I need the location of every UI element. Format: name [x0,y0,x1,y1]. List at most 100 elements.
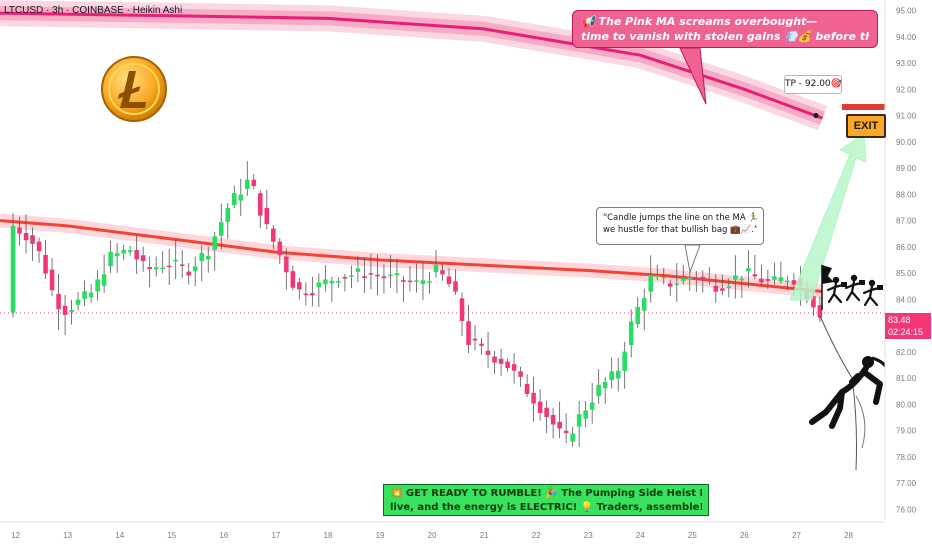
candle-body [336,281,341,283]
x-tick-label: 25 [688,531,697,540]
candle-body [733,275,738,280]
candle-body [550,415,556,425]
thief-three-bag [877,285,883,290]
candle-body [160,267,165,270]
y-tick-label: 81.00 [896,374,917,383]
candle-body [746,268,751,272]
climber-head [862,356,874,368]
thief-one-body [826,281,845,304]
candle-body [694,277,699,280]
candle-body [49,269,55,291]
candle-body [349,275,354,277]
time-axis[interactable]: 12 13 14 15 16 17 18 19 20 21 22 23 24 25 26 27 28 [11,531,853,540]
current-price-tag: 83.48 02:24:15 [885,313,931,339]
candle-body [140,255,146,262]
candle-body [453,281,458,292]
red-ma-line [0,219,823,293]
candle-body [622,351,627,372]
candle-body [258,193,263,216]
candle-body [492,356,497,363]
candle-body [446,276,452,284]
candle-body [205,255,211,260]
candle-body [524,383,530,394]
candle-body [485,350,491,355]
candle-body [505,361,510,368]
candle-body [772,276,777,280]
candle-body [290,271,296,288]
tp-marker [813,113,819,119]
candle-body [284,256,289,273]
x-tick-label: 19 [376,531,385,540]
x-tick-label: 20 [428,531,437,540]
candle-body [557,421,562,429]
candle-body [817,305,823,318]
arrow-layer [789,133,867,301]
heist-plan-banner: 💥 GET READY TO RUMBLE! 🎉 The Pumping Sid… [383,484,709,516]
candle-body [153,267,159,270]
x-tick-label: 27 [792,531,801,540]
litecoin-coin-icon [101,56,167,122]
candle-body [17,227,22,234]
candle-body [277,241,283,255]
thief-three-body [862,284,881,307]
candle-body [264,207,270,225]
candle-body [518,371,523,377]
candle-body [583,410,588,419]
candle-note-callout: “Candle jumps the line on the MA 🏃‍♂️💨 w… [596,207,764,245]
candle-body [368,273,374,275]
candles-layer [10,161,823,447]
y-tick-label: 89.00 [896,164,917,173]
y-tick-label: 92.00 [896,85,917,94]
candle-body [596,384,601,397]
candle-body [641,298,647,311]
candle-body [576,414,582,427]
candle-body [362,276,367,279]
y-tick-label: 86.00 [896,243,917,252]
candle-body [726,286,732,288]
candle-body [101,274,107,286]
candle-body [310,293,315,296]
candle-body [231,193,237,206]
candle-body [785,280,790,283]
x-tick-label: 24 [636,531,645,540]
candle-body [212,236,218,250]
candle-body [440,270,445,275]
current-price-value: 83.48 [888,315,911,325]
candle-note-line1: “Candle jumps the line on the MA 🏃‍♂️💨 [603,213,757,223]
candle-body [245,179,250,190]
candle-body [108,251,113,267]
candle-body [173,259,178,262]
note-pointer [684,244,701,274]
x-tick-label: 15 [167,531,176,540]
moving-average-layer [0,0,828,299]
y-tick-label: 84.00 [896,295,917,304]
candle-body [739,278,745,281]
y-tick-label: 93.00 [896,59,917,68]
candle-body [531,392,536,404]
bar-countdown: 02:24:15 [888,327,924,337]
candle-body [69,310,74,312]
exit-arrow [789,133,867,301]
candle-body [355,268,361,272]
x-tick-label: 16 [219,531,228,540]
exit-sign-top-bar [842,104,886,110]
candle-body [199,252,205,262]
candle-body [589,402,595,410]
candle-body [381,276,387,279]
candle-body [648,275,654,292]
candle-note-line2: we hustle for that bullish bag 💼📈.” [603,225,757,235]
candle-body [720,288,725,291]
candle-body [121,249,126,254]
pink-ma-line [0,11,824,120]
take-profit-label: TP - 92.00🎯 [784,75,842,94]
candle-body [674,283,680,286]
x-tick-label: 28 [844,531,853,540]
candle-body [323,279,328,285]
price-axis-bg [885,0,932,520]
climber-body [809,365,883,429]
x-tick-label: 26 [740,531,749,540]
y-tick-label: 95.00 [896,7,917,16]
thief-two-bag [859,280,865,285]
candle-body [238,194,244,201]
